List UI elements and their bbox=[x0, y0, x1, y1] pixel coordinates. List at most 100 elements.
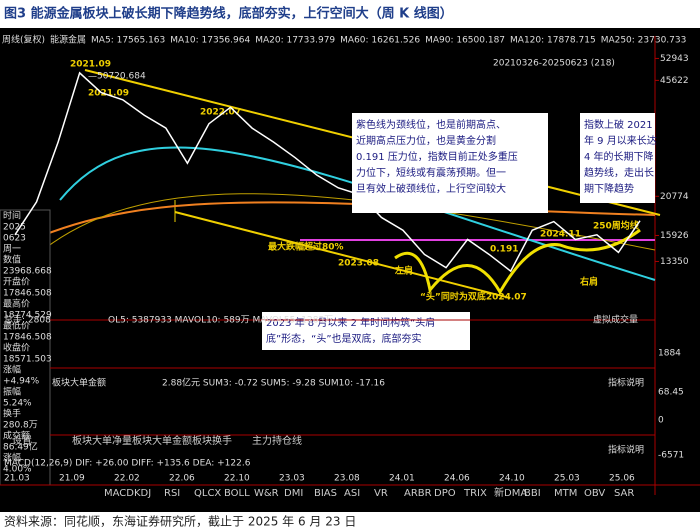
right-label: 0 bbox=[658, 416, 664, 426]
info-item: 涨幅 bbox=[3, 364, 21, 376]
note-line: 指数上破 2021 bbox=[584, 118, 653, 131]
note-line: 趋势线，走出长 bbox=[584, 166, 654, 179]
y-tick-label: 15926 bbox=[660, 231, 689, 241]
ma-label: 周线(复权) bbox=[2, 34, 45, 46]
tab: 新DMA bbox=[494, 486, 527, 499]
ann: 250周均线 bbox=[593, 220, 639, 232]
tab: BBI bbox=[524, 488, 541, 499]
mid-tab: 主力持仓线 bbox=[252, 434, 302, 447]
note-line: 紫色线为颈线位，也是前期高点、 bbox=[356, 118, 506, 131]
panel-label: 板块大单金额 bbox=[52, 377, 106, 389]
tab: W&R bbox=[254, 488, 279, 499]
info-item: 86.49亿 bbox=[3, 441, 38, 453]
note-box bbox=[352, 113, 548, 213]
tab: TRIX bbox=[463, 488, 487, 499]
info-item: 0623 bbox=[3, 234, 26, 244]
date-label: 24.10 bbox=[499, 474, 525, 484]
note-line: 0.191 压力位，指数目前正处多重压 bbox=[356, 150, 518, 163]
y-tick-label: 45622 bbox=[660, 76, 689, 86]
tabs: MACD KDJ RSI QLCX BOLL W&R DMI BIAS ASI VR ARBR DPO… bbox=[104, 486, 634, 499]
right-label: -6571 bbox=[658, 451, 684, 461]
right-labels: 1884 68.45 0 -6571 bbox=[658, 349, 684, 461]
tab: BOLL bbox=[224, 488, 250, 499]
info-item: +4.94% bbox=[3, 377, 40, 387]
note-line: 4 年的长期下降 bbox=[584, 150, 654, 163]
info-item: 最高价 bbox=[3, 298, 30, 310]
info-item: 开盘价 bbox=[3, 276, 30, 288]
date-label: 23.08 bbox=[334, 474, 360, 484]
screen bbox=[0, 28, 700, 512]
ma-bar: 周线(复权) 能源金属 MA5: 17565.163 MA10: 17356.964 M… bbox=[2, 34, 686, 46]
info-item: 23968.668 bbox=[3, 267, 52, 277]
info-item: 17846.508 bbox=[3, 333, 52, 343]
notes: 紫色线为颈线位，也是前期高点、近期高点压力位，也是黄金分割 0.191 压力位，指… bbox=[266, 118, 657, 345]
info-item: 成交额 bbox=[3, 430, 30, 442]
mid-tab: 板块大单金额 bbox=[132, 434, 192, 447]
ann: 左肩 bbox=[394, 265, 413, 277]
tab: ARBR bbox=[404, 488, 432, 499]
ann: “头”同时为双底2024.07 bbox=[420, 291, 527, 303]
ma-label: MA60: 16261.526 bbox=[340, 36, 420, 46]
ann: 右肩 bbox=[579, 276, 598, 288]
tab: DMI bbox=[284, 488, 303, 499]
note-line: 底”形态，“头”也是双底，底部夯实 bbox=[266, 332, 422, 345]
panel-label: MACD(12,26,9) DIF: +26.00 DIFF: +135.6 D… bbox=[4, 459, 251, 469]
info-item: 4.00% bbox=[3, 465, 32, 475]
ma-label: 能源金属 bbox=[50, 34, 86, 46]
figure-title: 图3 能源金属板块上破长期下降趋势线，底部夯实，上行空间大（周 K 线图） bbox=[4, 6, 453, 22]
ma-label: MA120: 17878.715 bbox=[510, 36, 596, 46]
range-label: 20210326-20250623 (218) bbox=[493, 59, 615, 69]
date-label: 22.10 bbox=[224, 474, 250, 484]
info-item: 涨幅 bbox=[3, 452, 21, 464]
date-label: 22.06 bbox=[169, 474, 195, 484]
mid-tab: 板块大单净量 bbox=[72, 434, 132, 447]
y-tick-label: 13350 bbox=[660, 257, 689, 267]
ma-label: MA5: 17565.163 bbox=[91, 36, 165, 46]
ma-label: MA20: 17733.979 bbox=[255, 36, 335, 46]
note-line: 期下降趋势 bbox=[584, 182, 634, 195]
panel-label[interactable]: 指标说明 bbox=[608, 444, 644, 456]
note-line: 近期高点压力位，也是黄金分割 bbox=[356, 134, 496, 147]
date-label: 23.03 bbox=[279, 474, 305, 484]
note-line: 年 9 月以来长达 bbox=[584, 134, 657, 147]
tab: BIAS bbox=[314, 488, 337, 499]
date-label: 24.01 bbox=[389, 474, 415, 484]
note-line: 力位下，短线或有震荡预期。但一 bbox=[356, 166, 506, 179]
ma60 bbox=[59, 146, 656, 281]
ma-label: MA250: 23730.733 bbox=[601, 36, 687, 46]
dates: 21.03 21.09 22.02 22.06 22.10 23.03 23.08 24.01… bbox=[4, 474, 635, 484]
mid-tab: 板块换手 bbox=[192, 434, 232, 447]
date-label: 22.02 bbox=[114, 474, 140, 484]
tab: SAR bbox=[614, 488, 634, 499]
date-label: 21.03 bbox=[4, 474, 30, 484]
mid-tab: 设置 bbox=[12, 435, 32, 447]
info-item: 最低价 bbox=[3, 320, 30, 332]
tab: ASI bbox=[344, 488, 360, 499]
date-label: 21.09 bbox=[59, 474, 85, 484]
right-label: 68.45 bbox=[658, 388, 684, 398]
info-item: 17846.508 bbox=[3, 289, 52, 299]
date-label: 24.06 bbox=[444, 474, 470, 484]
tab: QLCX bbox=[194, 488, 221, 499]
ann: 2021.09 bbox=[88, 89, 129, 99]
info-item: 2025 bbox=[3, 223, 26, 233]
info-item: 18774.529 bbox=[3, 311, 52, 321]
panel-label[interactable]: 虚拟成交量 bbox=[593, 314, 638, 326]
date-label: 25.06 bbox=[609, 474, 635, 484]
info-item: 18571.503 bbox=[3, 355, 52, 365]
price-line bbox=[14, 71, 641, 273]
panel-label: 总手: 2808 bbox=[4, 314, 51, 326]
info-item: 振幅 bbox=[3, 386, 21, 398]
note-box bbox=[262, 312, 470, 350]
info-item: 数值 bbox=[3, 254, 21, 266]
info-item: 周一 bbox=[3, 244, 21, 255]
tab: MACD bbox=[104, 488, 134, 499]
note-line: 旦有效上破颈线位，上行空间较大 bbox=[356, 182, 506, 195]
channel bbox=[174, 211, 511, 299]
info-item: 5.24% bbox=[3, 399, 32, 409]
ann: 2021.09 bbox=[70, 60, 111, 70]
info-item: 280.8万 bbox=[3, 421, 38, 431]
ann: 最大跌幅超过80% bbox=[268, 241, 344, 253]
panel-label[interactable]: 指标说明 bbox=[608, 377, 644, 389]
